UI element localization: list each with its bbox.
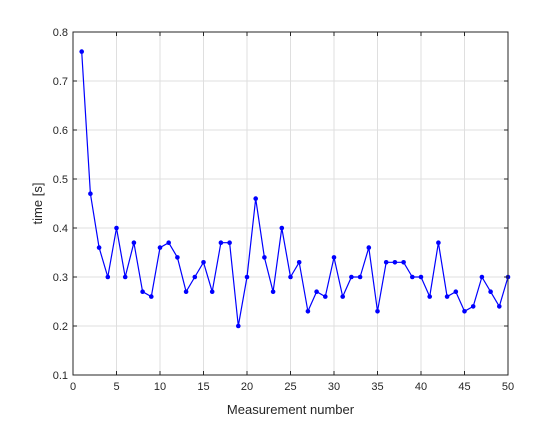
data-point [140, 289, 145, 295]
data-point [366, 245, 372, 250]
y-tick-label: 0.5 [53, 174, 68, 186]
data-point [305, 309, 311, 314]
data-point [96, 245, 102, 250]
data-point [410, 274, 415, 280]
data-point [418, 274, 424, 280]
x-tick-label: 10 [154, 381, 166, 393]
data-point [253, 196, 258, 201]
data-point [149, 294, 154, 299]
x-tick-label: 40 [415, 381, 427, 393]
data-point [401, 260, 406, 265]
data-point [453, 289, 459, 295]
data-point [357, 274, 363, 280]
data-point [183, 289, 189, 295]
data-point [79, 49, 84, 54]
data-point [122, 274, 128, 280]
data-point [340, 294, 346, 299]
x-tick-label: 5 [113, 381, 119, 393]
x-tick-label: 25 [284, 381, 296, 393]
data-point [262, 255, 267, 260]
data-point [209, 289, 215, 295]
x-tick-label: 30 [328, 381, 340, 393]
x-tick-label: 15 [197, 381, 209, 393]
data-point [314, 289, 319, 295]
data-point [479, 274, 485, 280]
axis-ticks: 0 5 10 15 20 25 30 35 40 45 50 0.1 0.2 0.3 0.4 0.5 0.6 0.… [53, 27, 514, 393]
data-point [427, 294, 433, 299]
data-point [244, 274, 250, 280]
data-point [218, 240, 224, 245]
data-point [236, 323, 241, 329]
x-tick-label: 35 [371, 381, 383, 393]
data-point [192, 274, 198, 280]
data-point [462, 309, 467, 314]
data-point [444, 294, 450, 299]
data-point [383, 260, 389, 265]
data-point [288, 274, 293, 280]
y-tick-label: 0.6 [53, 125, 68, 137]
y-tick-label: 0.4 [53, 223, 68, 235]
data-point [166, 240, 171, 245]
data-point [497, 304, 502, 309]
data-point [296, 260, 302, 265]
data-point [392, 260, 398, 265]
data-series [79, 49, 511, 329]
data-point [88, 191, 93, 196]
data-point [279, 225, 285, 231]
data-point [105, 274, 111, 280]
x-axis-label: Measurement number [227, 402, 355, 417]
data-point [114, 225, 119, 231]
y-tick-label: 0.8 [53, 27, 68, 39]
x-tick-label: 45 [458, 381, 470, 393]
data-point [227, 240, 232, 245]
data-point [349, 274, 354, 280]
y-tick-label: 0.7 [53, 76, 68, 88]
data-point [331, 255, 337, 260]
y-tick-label: 0.2 [53, 321, 68, 333]
data-point [201, 260, 206, 265]
data-point [470, 304, 476, 309]
data-point [323, 294, 328, 299]
y-axis-label: time [s] [30, 183, 45, 225]
x-tick-label: 0 [70, 381, 76, 393]
data-point [488, 289, 493, 295]
series-line [81, 51, 509, 327]
y-tick-label: 0.1 [53, 370, 68, 382]
data-point [270, 289, 276, 295]
x-tick-label: 50 [502, 381, 514, 393]
data-point [157, 245, 163, 250]
y-tick-label: 0.3 [53, 272, 68, 284]
data-point [375, 309, 380, 314]
data-point [175, 255, 180, 260]
data-point [131, 240, 137, 245]
data-point [436, 240, 441, 245]
x-tick-label: 20 [241, 381, 253, 393]
